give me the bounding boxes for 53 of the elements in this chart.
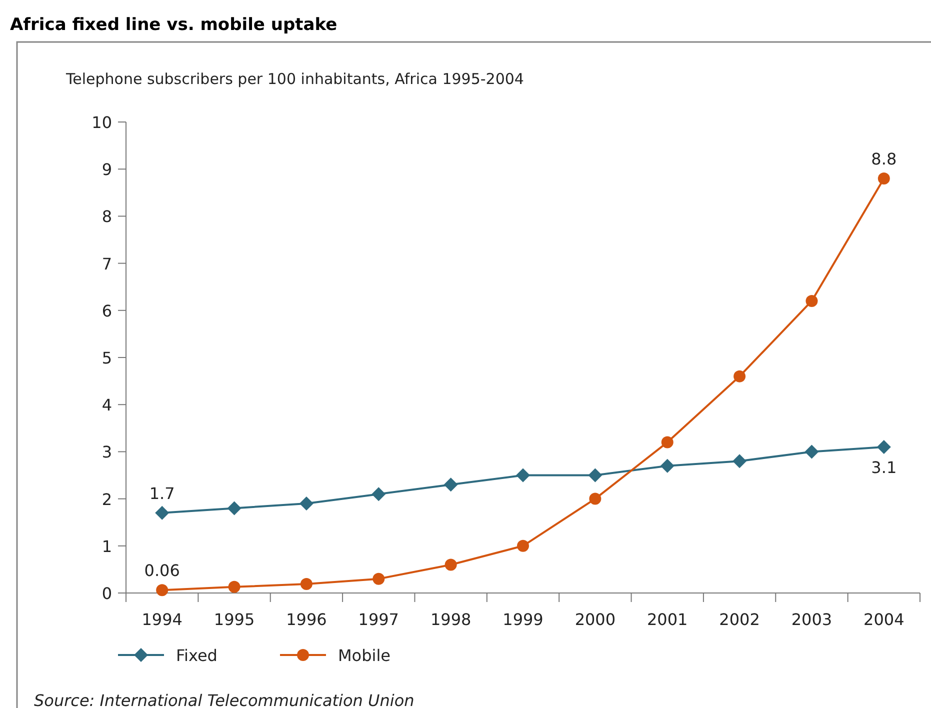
y-tick-label: 4 bbox=[102, 396, 112, 415]
point bbox=[806, 294, 818, 307]
x-tick-label: 2003 bbox=[791, 610, 832, 629]
point bbox=[661, 436, 674, 448]
x-tick-label: 1997 bbox=[358, 610, 399, 629]
point bbox=[734, 370, 746, 382]
data-label: 1.7 bbox=[149, 484, 175, 503]
x-tick-label: 2002 bbox=[719, 610, 760, 629]
point bbox=[228, 580, 240, 593]
point bbox=[876, 440, 891, 454]
x-tick-label: 1999 bbox=[502, 610, 544, 629]
point bbox=[588, 468, 602, 482]
point bbox=[804, 444, 819, 459]
x-tick-label: 1995 bbox=[214, 610, 255, 629]
y-tick-label: 1 bbox=[102, 536, 112, 556]
y-tick-label: 0 bbox=[102, 584, 112, 603]
point bbox=[300, 578, 312, 590]
point bbox=[155, 506, 170, 520]
data-label: 3.1 bbox=[871, 458, 897, 477]
point bbox=[444, 478, 458, 492]
x-tick-label: 1994 bbox=[142, 610, 182, 629]
y-tick-label: 3 bbox=[102, 442, 112, 462]
y-tick-label: 2 bbox=[102, 490, 112, 509]
point bbox=[732, 454, 747, 468]
point bbox=[156, 584, 168, 596]
point bbox=[299, 496, 314, 511]
y-tick-label: 10 bbox=[92, 113, 112, 132]
chart-subtitle: Telephone subscribers per 100 inhabitants, Africa 1995-2004 bbox=[65, 70, 524, 88]
data-label: 0.06 bbox=[144, 561, 180, 580]
point bbox=[517, 540, 529, 552]
y-tick-label: 5 bbox=[102, 348, 112, 368]
chart-title: Africa fixed line vs. mobile uptake bbox=[10, 15, 338, 35]
x-tick-label: 2004 bbox=[864, 610, 904, 629]
x-tick-label: 1996 bbox=[286, 610, 327, 629]
x-tick-label: 2001 bbox=[647, 610, 688, 629]
point bbox=[516, 468, 530, 482]
point bbox=[444, 558, 457, 571]
x-tick-label: 1998 bbox=[430, 610, 472, 629]
y-tick-label: 8 bbox=[102, 207, 112, 226]
source-note: Source: International Telecommunication Union bbox=[34, 691, 414, 708]
point bbox=[227, 501, 242, 516]
point bbox=[589, 492, 602, 505]
x-tick-label: 2000 bbox=[574, 610, 616, 629]
y-tick-label: 6 bbox=[102, 301, 112, 320]
point bbox=[372, 572, 385, 585]
data-label: 8.8 bbox=[871, 150, 897, 169]
legend-label: Fixed bbox=[176, 646, 218, 665]
point bbox=[878, 172, 890, 185]
y-tick-label: 7 bbox=[102, 254, 112, 274]
point bbox=[372, 487, 386, 502]
point bbox=[660, 458, 674, 473]
y-tick-label: 9 bbox=[102, 160, 112, 180]
legend-label: Mobile bbox=[338, 646, 390, 665]
